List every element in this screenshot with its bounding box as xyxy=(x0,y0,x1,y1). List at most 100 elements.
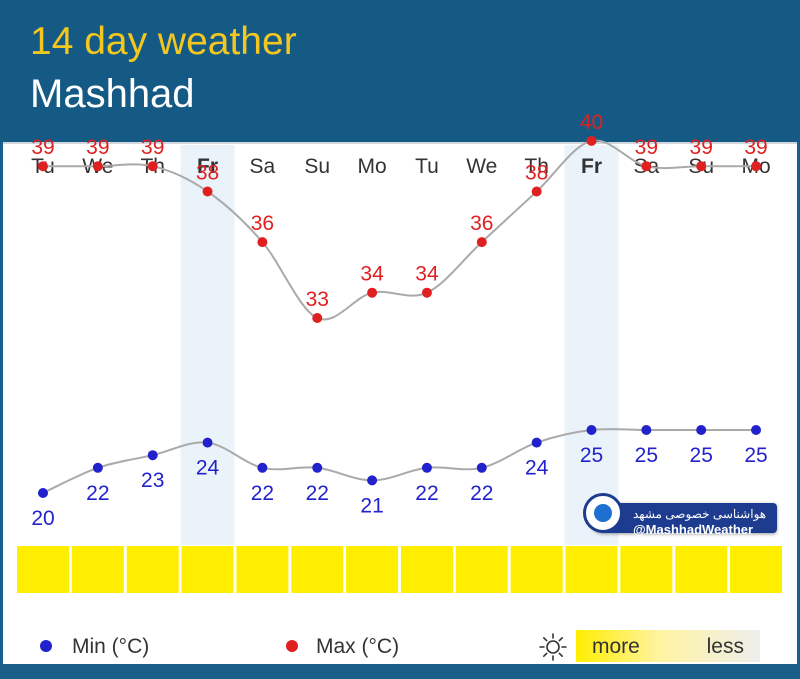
max-point-8 xyxy=(476,237,487,248)
day-label-6: Mo xyxy=(358,155,387,178)
max-point-13 xyxy=(751,161,762,172)
scale-more-label: more xyxy=(592,635,640,658)
max-point-0 xyxy=(38,161,48,172)
min-point-9 xyxy=(531,437,542,448)
max-point-11 xyxy=(641,161,652,172)
min-label-5: 22 xyxy=(306,482,329,505)
max-point-1 xyxy=(92,161,103,172)
min-label-11: 25 xyxy=(635,444,658,467)
day-label-8: We xyxy=(466,155,497,178)
sunshine-block-0 xyxy=(17,546,69,593)
min-label-8: 22 xyxy=(470,482,493,505)
sunshine-block-7 xyxy=(400,546,453,593)
min-label-13: 25 xyxy=(744,444,767,467)
sunshine-block-2 xyxy=(126,546,179,593)
min-label-0: 20 xyxy=(31,507,54,530)
max-label-12: 39 xyxy=(690,136,713,159)
max-point-3 xyxy=(202,186,213,197)
sunshine-block-6 xyxy=(346,546,399,593)
min-label-10: 25 xyxy=(580,444,603,467)
max-point-12 xyxy=(696,161,707,172)
legend-min-dot xyxy=(40,640,52,652)
min-point-1 xyxy=(92,462,103,473)
max-point-7 xyxy=(421,287,432,298)
min-point-12 xyxy=(696,425,707,435)
min-label-7: 22 xyxy=(415,482,438,505)
max-point-10 xyxy=(586,135,597,146)
highlight-column-3 xyxy=(180,145,235,545)
sunshine-block-9 xyxy=(510,546,563,593)
legend: Min (°C) Max (°C) more less xyxy=(0,628,800,664)
max-label-10: 40 xyxy=(580,111,603,134)
max-point-4 xyxy=(257,237,268,248)
day-label-7: Tu xyxy=(415,155,439,178)
sunshine-block-11 xyxy=(620,546,673,593)
sunshine-scale: more less xyxy=(576,630,760,662)
max-label-6: 34 xyxy=(360,263,384,286)
day-label-3: Fr xyxy=(197,155,218,178)
max-point-9 xyxy=(531,186,542,197)
min-label-6: 21 xyxy=(360,494,383,517)
max-label-7: 34 xyxy=(415,263,439,286)
min-point-13 xyxy=(751,425,762,435)
min-label-12: 25 xyxy=(690,444,713,467)
max-label-0: 39 xyxy=(31,136,54,159)
watermark-emblem-icon xyxy=(583,493,623,533)
legend-min-label: Min (°C) xyxy=(72,635,150,658)
min-point-10 xyxy=(586,425,597,435)
max-label-8: 36 xyxy=(470,212,493,235)
sunshine-block-13 xyxy=(730,546,783,593)
min-point-5 xyxy=(312,462,323,473)
max-label-11: 39 xyxy=(635,136,658,159)
min-label-4: 22 xyxy=(251,482,274,505)
watermark-badge: هواشناسی خصوصی مشهد @MashhadWeather xyxy=(589,503,777,537)
bottom-bar xyxy=(0,664,800,679)
min-label-2: 23 xyxy=(141,469,164,492)
watermark-fa-text: هواشناسی خصوصی مشهد xyxy=(633,507,767,521)
max-label-3: 38 xyxy=(196,162,219,185)
sunshine-block-5 xyxy=(291,546,344,593)
max-point-6 xyxy=(367,287,378,298)
day-label-10: Fr xyxy=(581,155,602,178)
watermark-handle: @MashhadWeather xyxy=(633,522,754,537)
legend-max-dot xyxy=(286,640,298,652)
day-label-5: Su xyxy=(304,155,330,178)
header: 14 day weather Mashhad xyxy=(0,0,800,142)
sunshine-block-4 xyxy=(236,546,289,593)
sunshine-block-3 xyxy=(181,546,234,593)
min-point-3 xyxy=(202,437,213,448)
min-label-1: 22 xyxy=(86,482,109,505)
page-title: 14 day weather xyxy=(30,20,297,63)
max-label-4: 36 xyxy=(251,212,274,235)
watermark-logo: هواشناسی خصوصی مشهد @MashhadWeather xyxy=(583,493,783,541)
max-point-2 xyxy=(147,161,158,172)
max-point-5 xyxy=(312,313,323,323)
legend-max-label: Max (°C) xyxy=(316,635,400,658)
min-point-0 xyxy=(38,488,48,498)
sunshine-block-12 xyxy=(675,546,728,593)
sunshine-block-8 xyxy=(455,546,508,593)
day-label-4: Sa xyxy=(250,155,276,178)
min-point-2 xyxy=(147,450,158,461)
min-point-8 xyxy=(476,462,487,473)
max-label-5: 33 xyxy=(306,288,329,311)
max-label-1: 39 xyxy=(86,136,109,159)
min-point-4 xyxy=(257,462,268,473)
day-label-9: Th xyxy=(524,155,549,178)
city-name: Mashhad xyxy=(30,72,195,116)
min-point-6 xyxy=(367,475,378,486)
min-label-3: 24 xyxy=(196,457,220,480)
sunshine-block-1 xyxy=(71,546,124,593)
sunshine-block-10 xyxy=(565,546,618,593)
sun-icon xyxy=(539,633,567,661)
forecast-chart: TuWeThFrSaSuMoTuWeThFrSaSuMo393939383633… xyxy=(17,111,783,593)
max-label-2: 39 xyxy=(141,136,164,159)
min-label-9: 24 xyxy=(525,457,549,480)
highlight-column-10 xyxy=(564,145,619,545)
min-point-11 xyxy=(641,425,652,435)
min-point-7 xyxy=(421,462,432,473)
max-series-line xyxy=(42,139,757,321)
scale-less-label: less xyxy=(706,635,744,658)
max-label-9: 38 xyxy=(525,162,548,185)
max-label-13: 39 xyxy=(744,136,767,159)
